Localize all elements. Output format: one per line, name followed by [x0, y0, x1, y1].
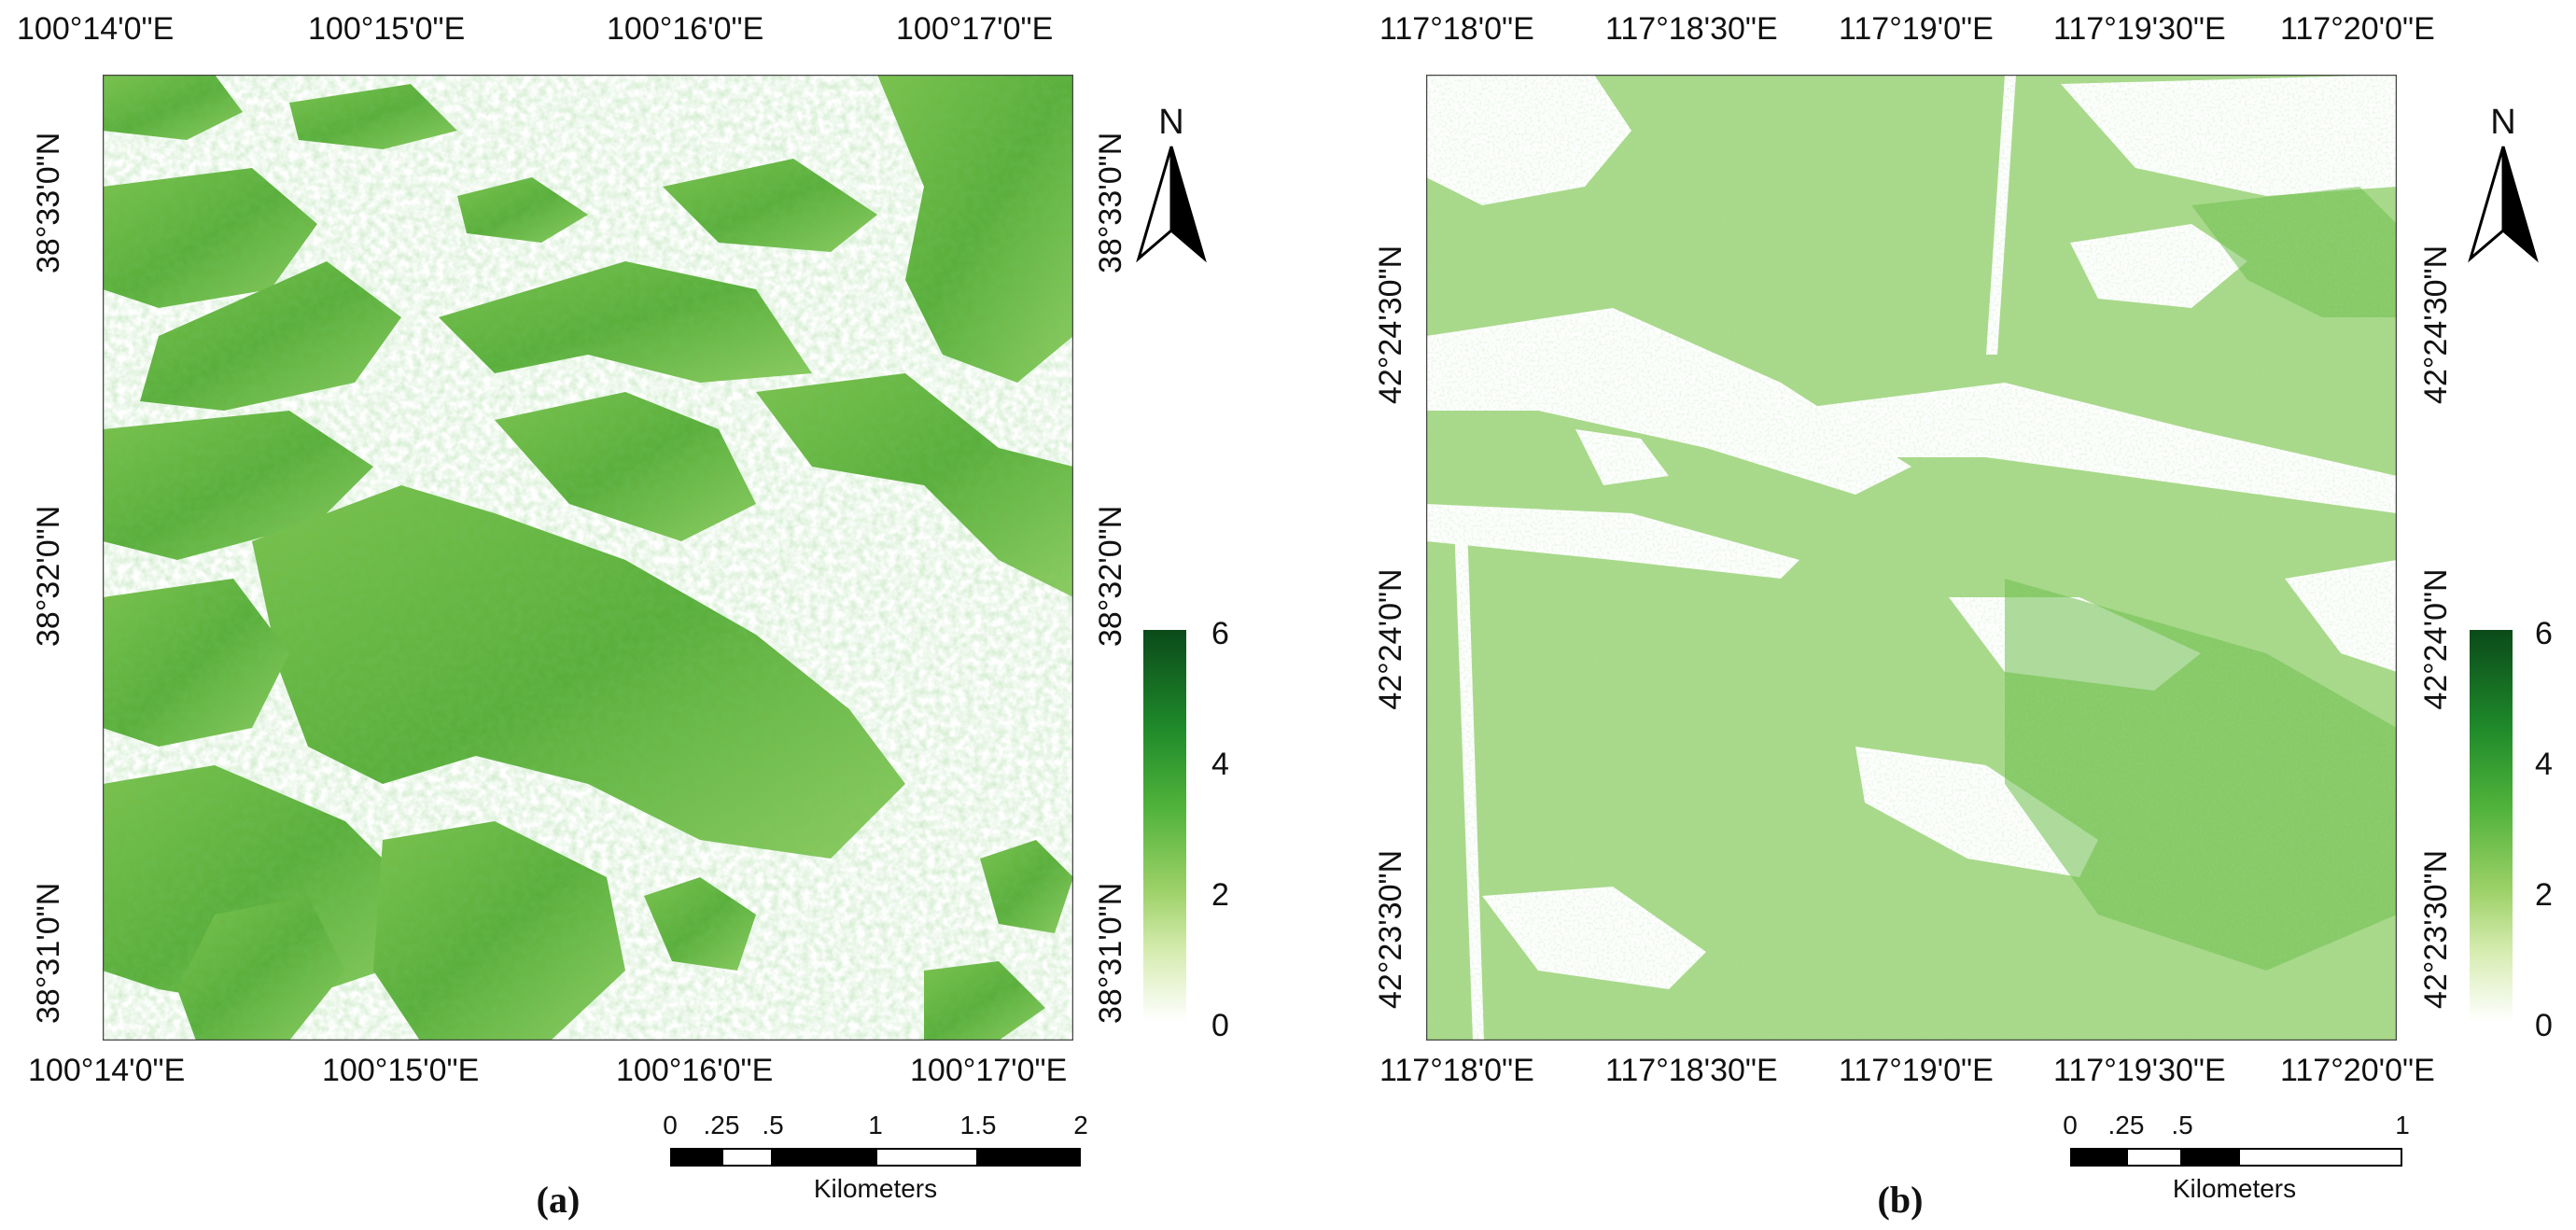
panel-b: 117°18'0"E 117°18'30"E 117°19'0"E 117°19… [1288, 0, 2576, 1230]
scale-segment [773, 1148, 875, 1167]
bottom-lon-label: 117°19'30"E [2053, 1053, 2226, 1088]
bottom-lon-label: 117°20'0"E [2280, 1053, 2435, 1088]
right-lat-label: 38°33'0"N [1093, 132, 1128, 273]
top-lon-label: 117°18'30"E [1605, 11, 1778, 47]
bottom-lon-label: 100°15'0"E [322, 1053, 480, 1088]
scale-tick-label: 1 [868, 1111, 883, 1139]
legend-label-4: 4 [2535, 747, 2553, 782]
legend-label-4: 4 [1211, 747, 1229, 782]
scale-bar: 0 .25 .5 1 Kilometers [2063, 1111, 2410, 1213]
top-lon-label: 117°19'30"E [2053, 11, 2226, 47]
left-lat-label: 42°24'30"N [1373, 245, 1408, 404]
top-lon-label: 117°19'0"E [1839, 11, 1994, 47]
scale-segment [2126, 1148, 2182, 1167]
north-arrow-icon [2468, 146, 2539, 263]
scale-unit-label: Kilometers [813, 1174, 938, 1203]
left-lat-label: 42°24'0"N [1373, 568, 1408, 710]
left-lat-label: 38°31'0"N [31, 882, 66, 1024]
map-b-lai-raster [1426, 75, 2397, 1041]
panel-a: 100°14'0"E 100°15'0"E 100°16'0"E 100°17'… [17, 11, 1229, 1221]
bottom-lon-label: 100°16'0"E [616, 1053, 774, 1088]
top-lon-label: 100°15'0"E [308, 11, 466, 47]
legend-max-label: 6 [2535, 616, 2553, 651]
legend-label-2: 2 [2535, 877, 2553, 913]
legend-colorbar [2470, 630, 2513, 1022]
north-arrow: N [1134, 103, 1209, 263]
scale-tick-label: .25 [703, 1111, 740, 1139]
bottom-lon-label: 117°18'0"E [1379, 1053, 1534, 1088]
legend-label-2: 2 [1211, 877, 1229, 913]
legend-min-label: 0 [2535, 1008, 2553, 1043]
scale-segment [721, 1148, 773, 1167]
scale-tick-label: .5 [762, 1111, 784, 1139]
left-lat-label: 42°23'30"N [1373, 849, 1408, 1009]
bottom-lon-label: 117°19'0"E [1839, 1053, 1994, 1088]
top-lon-label: 100°14'0"E [17, 11, 175, 47]
right-lat-label: 38°31'0"N [1093, 882, 1128, 1024]
north-arrow: N [2466, 103, 2541, 263]
top-lon-label: 100°17'0"E [896, 11, 1054, 47]
scale-unit-label: Kilometers [2172, 1174, 2297, 1203]
legend-min-label: 0 [1211, 1008, 1229, 1043]
scale-tick-label: .5 [2171, 1111, 2193, 1139]
right-lat-label: 38°32'0"N [1093, 505, 1128, 647]
scale-segment [875, 1148, 978, 1167]
bottom-lon-label: 100°14'0"E [28, 1053, 186, 1088]
scale-tick-label: 0 [2063, 1111, 2078, 1139]
bottom-lon-label: 117°18'30"E [1605, 1053, 1778, 1088]
scale-tick-label: 1.5 [959, 1111, 997, 1139]
left-lat-label: 38°33'0"N [31, 132, 66, 273]
right-lat-label: 42°24'0"N [2418, 568, 2454, 710]
top-lon-label: 117°20'0"E [2280, 11, 2435, 47]
scale-bar: 0 .25 .5 1 1.5 2 Kilometers [663, 1111, 1088, 1213]
north-arrow-icon [1136, 146, 1207, 263]
legend-colorbar [1143, 630, 1186, 1022]
panel-caption: (a) [536, 1179, 581, 1221]
legend-max-label: 6 [1211, 616, 1229, 651]
panel-caption: (b) [1877, 1179, 1924, 1221]
right-lat-label: 42°23'30"N [2418, 849, 2454, 1009]
scale-tick-label: 0 [663, 1111, 678, 1139]
map-a-lai-raster [103, 75, 1073, 1041]
top-lon-label: 117°18'0"E [1379, 11, 1534, 47]
scale-tick-label: 2 [1073, 1111, 1088, 1139]
right-lat-label: 42°24'30"N [2418, 245, 2454, 404]
north-label: N [1158, 103, 1184, 142]
scale-tick-label: .25 [2107, 1111, 2145, 1139]
scale-segment [978, 1148, 1081, 1167]
scale-segment [670, 1148, 721, 1167]
scale-segment [2070, 1148, 2126, 1167]
scale-segment [2182, 1148, 2238, 1167]
bottom-lon-label: 100°17'0"E [910, 1053, 1068, 1088]
scale-segment [2238, 1148, 2402, 1167]
left-lat-label: 38°32'0"N [31, 505, 66, 647]
north-label: N [2490, 103, 2516, 142]
top-lon-label: 100°16'0"E [607, 11, 764, 47]
scale-tick-label: 1 [2395, 1111, 2410, 1139]
